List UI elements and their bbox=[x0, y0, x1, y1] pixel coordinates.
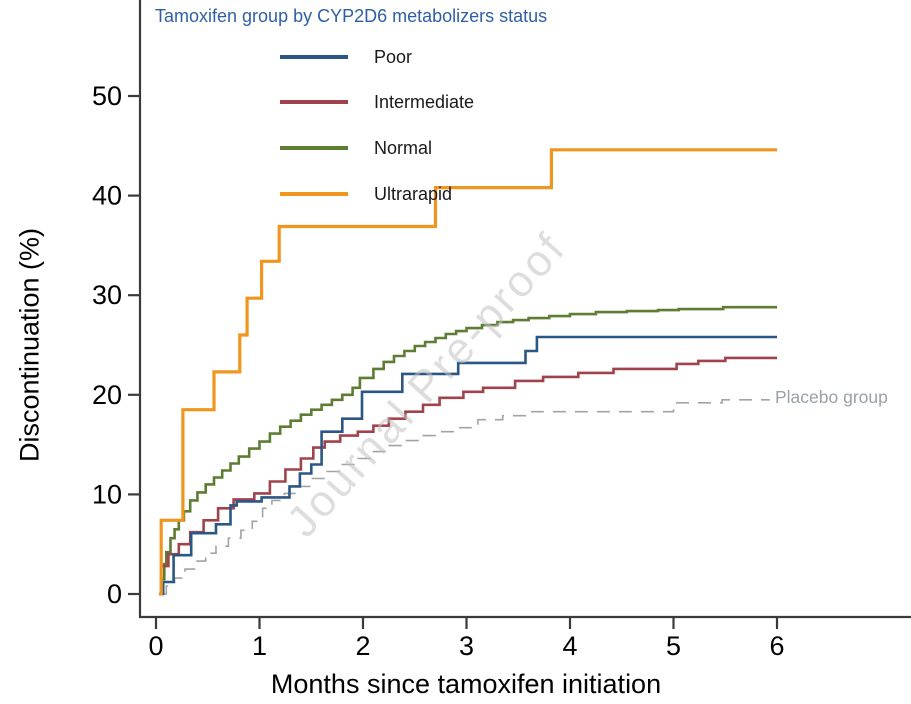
legend-item-label: Intermediate bbox=[374, 91, 475, 112]
y-tick-label: 10 bbox=[92, 479, 122, 509]
y-tick-label: 50 bbox=[92, 81, 122, 111]
legend-item-label: Normal bbox=[374, 137, 433, 158]
y-axis-title: Discontinuation (%) bbox=[14, 227, 45, 463]
series-placebo-group bbox=[163, 399, 770, 595]
legend-item-normal: Normal bbox=[280, 136, 432, 160]
legend-line-poor-icon bbox=[280, 55, 348, 59]
series-poor bbox=[161, 335, 777, 596]
series-ultrarapid bbox=[159, 148, 777, 596]
y-tick-label: 20 bbox=[92, 380, 122, 410]
legend-line-intermediate-icon bbox=[280, 100, 348, 104]
series-normal bbox=[159, 305, 777, 596]
x-tick-label: 3 bbox=[459, 631, 474, 661]
legend-line-normal-icon bbox=[280, 146, 348, 150]
placebo-group-label: Placebo group bbox=[775, 387, 888, 407]
x-tick-label: 2 bbox=[355, 631, 370, 661]
y-tick-label: 30 bbox=[92, 280, 122, 310]
x-axis-title: Months since tamoxifen initiation bbox=[270, 669, 662, 699]
series-intermediate bbox=[159, 356, 777, 596]
x-tick-label: 4 bbox=[562, 631, 577, 661]
x-tick-label: 6 bbox=[769, 631, 784, 661]
legend-line-ultrarapid-icon bbox=[280, 192, 348, 196]
legend-item-poor: Poor bbox=[280, 45, 412, 69]
legend-item-ultrarapid: Ultrarapid bbox=[280, 182, 452, 206]
legend-item-label: Poor bbox=[374, 46, 413, 67]
x-tick-label: 0 bbox=[148, 631, 163, 661]
y-tick-label: 40 bbox=[92, 181, 122, 211]
legend-title: Tamoxifen group by CYP2D6 metabolizers s… bbox=[155, 6, 548, 26]
x-tick-label: 5 bbox=[666, 631, 681, 661]
y-tick-label: 0 bbox=[107, 579, 122, 609]
legend-item-label: Ultrarapid bbox=[374, 183, 453, 204]
x-tick-label: 1 bbox=[252, 631, 267, 661]
legend-item-intermediate: Intermediate bbox=[280, 90, 474, 114]
